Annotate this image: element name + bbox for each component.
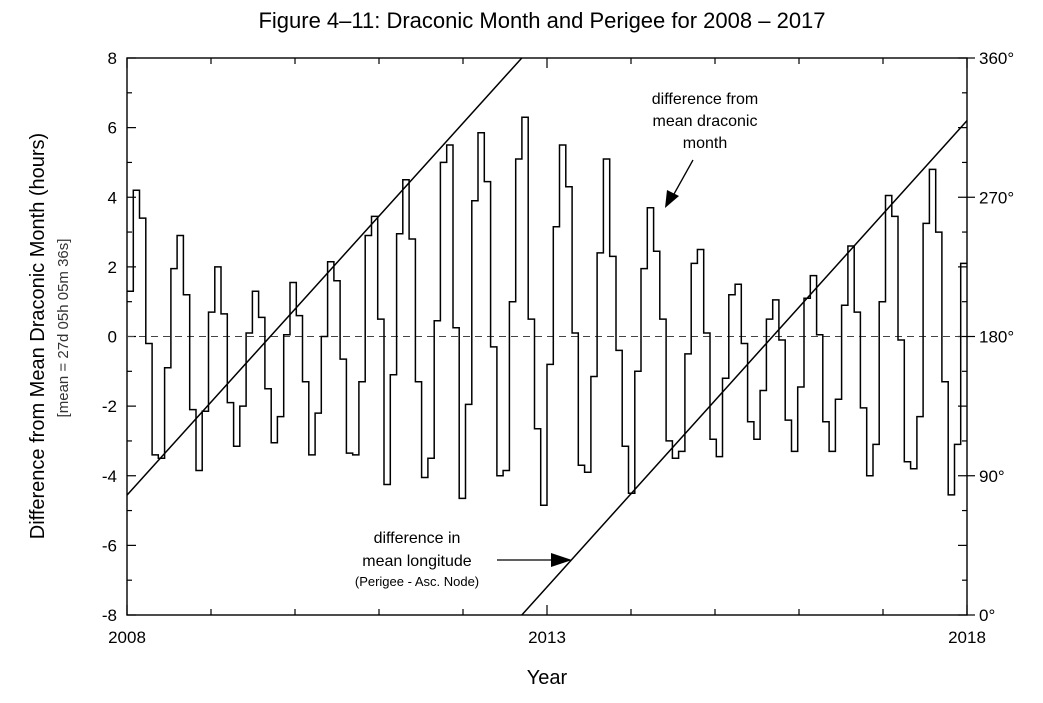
annotation-longitude-arrowhead xyxy=(551,553,572,567)
annotation-draconic-line3: month xyxy=(683,135,727,152)
y2-tick-label: 360° xyxy=(979,49,1014,68)
annotation-longitude: difference in mean longitude (Perigee - … xyxy=(355,530,572,589)
y-axis-left: 8 6 4 2 0 -2 -4 -6 -8 xyxy=(102,49,967,625)
series-draconic-difference xyxy=(127,116,967,507)
annotation-longitude-sub: (Perigee - Asc. Node) xyxy=(355,574,479,589)
y-tick-label: 0 xyxy=(108,328,117,347)
y-tick-label: 4 xyxy=(108,188,117,207)
y-tick-label: 2 xyxy=(108,258,117,277)
annotation-draconic-arrowhead xyxy=(665,190,679,208)
y2-tick-label: 0° xyxy=(979,606,995,625)
y-tick-label: 6 xyxy=(108,119,117,138)
y-tick-label: -4 xyxy=(102,467,117,486)
y-axis-sublabel: [mean = 27d 05h 05m 36s] xyxy=(55,239,72,418)
y-tick-label: 8 xyxy=(108,49,117,68)
y2-tick-label: 270° xyxy=(979,188,1014,207)
y2-tick-label: 90° xyxy=(979,467,1005,486)
x-axis: 2008 2013 2018 xyxy=(108,58,986,647)
y-axis-label: Difference from Mean Draconic Month (hou… xyxy=(27,133,49,539)
series-longitude-segment xyxy=(126,57,523,496)
annotation-longitude-line1: difference in xyxy=(374,530,461,547)
x-tick-label: 2018 xyxy=(948,628,986,647)
y-tick-label: -2 xyxy=(102,397,117,416)
y2-tick-label: 180° xyxy=(979,328,1014,347)
x-tick-label: 2008 xyxy=(108,628,146,647)
annotation-draconic-line1: difference from xyxy=(652,91,758,108)
series-longitude-segment xyxy=(521,120,968,616)
x-tick-label: 2013 xyxy=(528,628,566,647)
series-layer xyxy=(126,57,968,616)
annotation-draconic: difference from mean draconic month xyxy=(652,91,758,208)
y-tick-label: -8 xyxy=(102,606,117,625)
chart-title: Figure 4–11: Draconic Month and Perigee … xyxy=(258,8,825,33)
annotation-longitude-line2: mean longitude xyxy=(362,553,472,570)
annotation-draconic-line2: mean draconic xyxy=(653,113,758,130)
y-axis-right: 360° 270° 180° 90° 0° xyxy=(967,49,1014,625)
x-axis-label: Year xyxy=(527,667,568,689)
y-tick-label: -6 xyxy=(102,536,117,555)
